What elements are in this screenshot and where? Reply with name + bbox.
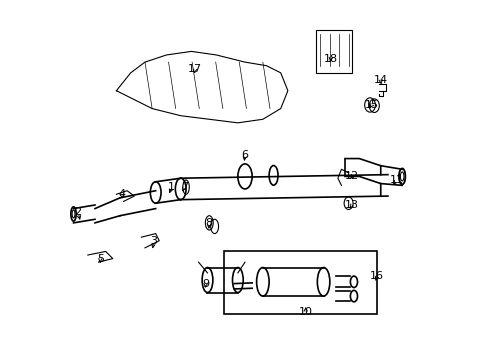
Text: 5: 5 (97, 253, 104, 264)
Text: 13: 13 (345, 200, 359, 210)
Text: 10: 10 (299, 307, 313, 317)
Text: 12: 12 (345, 171, 359, 181)
Text: 14: 14 (374, 75, 388, 85)
Text: 11: 11 (390, 175, 404, 185)
Text: 18: 18 (324, 54, 338, 64)
Text: 3: 3 (150, 236, 157, 246)
Text: 6: 6 (242, 150, 248, 160)
Text: 15: 15 (365, 100, 379, 110)
Text: 17: 17 (188, 64, 202, 74)
Text: 8: 8 (206, 218, 213, 228)
Text: 16: 16 (370, 271, 384, 282)
Bar (223, 251, 377, 314)
Text: 7: 7 (181, 182, 188, 192)
Text: 4: 4 (118, 189, 125, 199)
Bar (317, 30, 352, 73)
Text: 9: 9 (202, 279, 209, 289)
Text: 1: 1 (168, 182, 175, 192)
Text: 2: 2 (74, 207, 82, 217)
